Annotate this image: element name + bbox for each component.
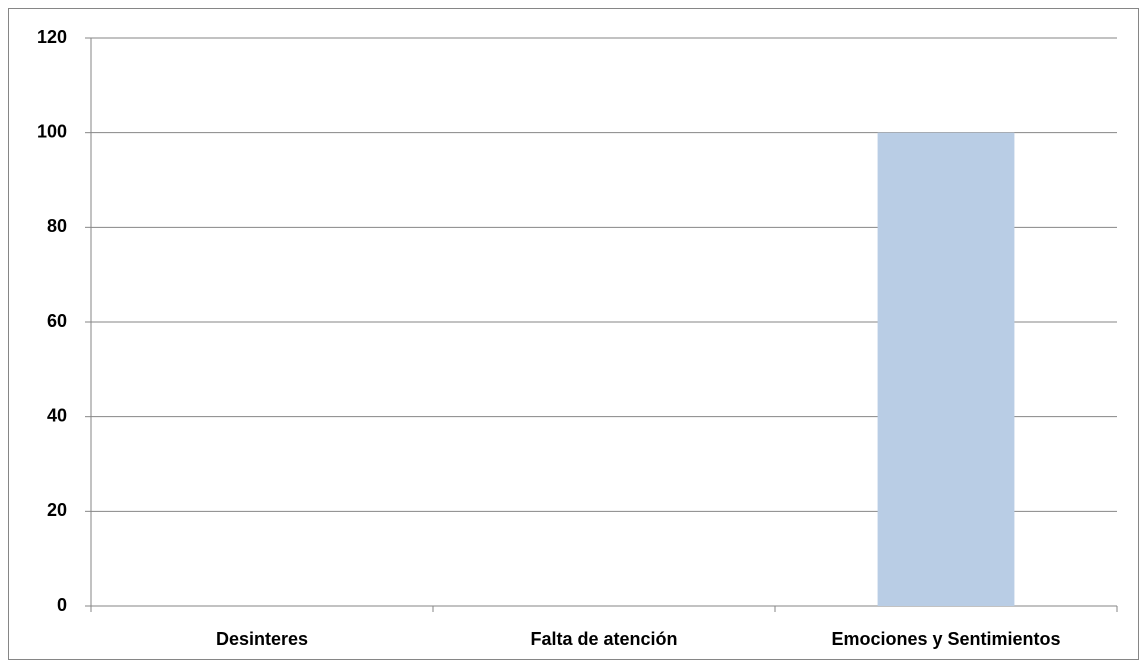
y-tick-label: 100 (37, 121, 67, 141)
y-tick-label: 80 (47, 216, 67, 236)
y-tick-label: 20 (47, 500, 67, 520)
x-tick-label: Desinteres (216, 629, 308, 649)
y-tick-label: 40 (47, 405, 67, 425)
x-tick-label: Emociones y Sentimientos (831, 629, 1060, 649)
y-tick-label: 60 (47, 311, 67, 331)
x-tick-label: Falta de atención (530, 629, 677, 649)
y-tick-label: 120 (37, 27, 67, 47)
y-tick-label: 0 (57, 595, 67, 615)
bar (877, 132, 1015, 606)
